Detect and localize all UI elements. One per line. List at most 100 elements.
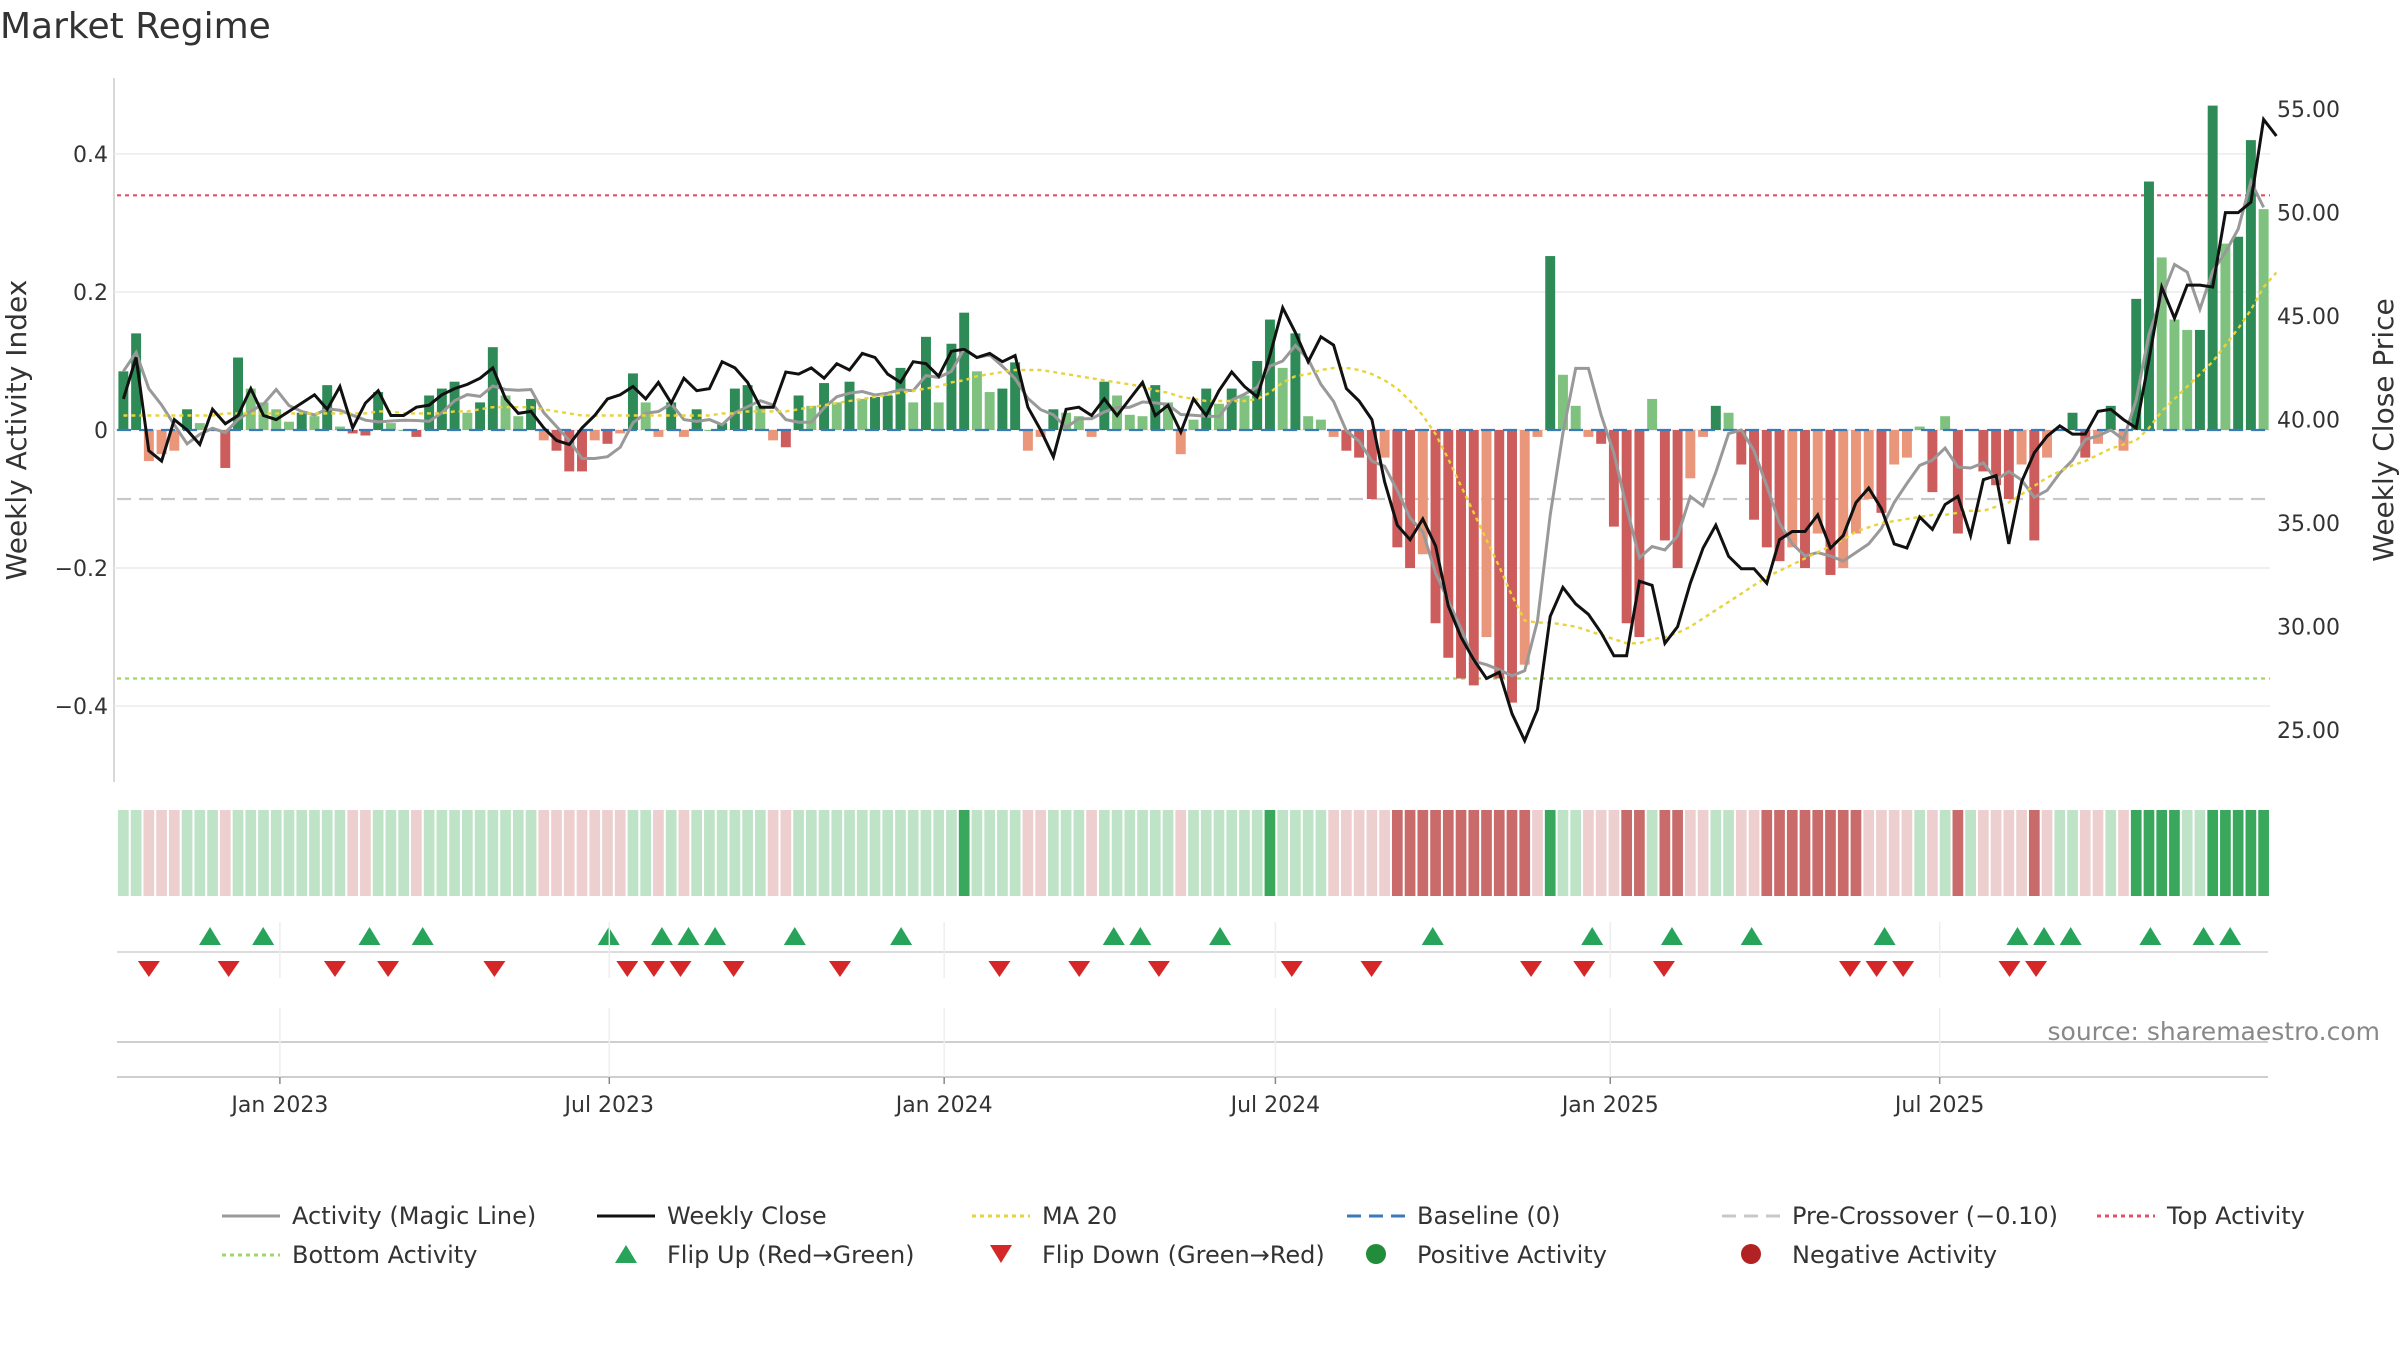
- regime-cell: [1366, 810, 1378, 896]
- regime-cell: [334, 810, 346, 896]
- regime-cell: [1799, 810, 1811, 896]
- flip-down-marker: [1652, 961, 1675, 977]
- x-tick-label: Jul 2025: [1893, 1093, 1985, 1118]
- regime-cell: [461, 810, 473, 896]
- activity-bar: [780, 430, 791, 448]
- flip-down-marker: [217, 961, 240, 977]
- regime-cell: [2220, 810, 2231, 896]
- flip-down-marker: [1280, 961, 1303, 977]
- activity-bar: [2194, 329, 2205, 430]
- flip-down-marker: [1147, 961, 1170, 977]
- legend-label: Top Activity: [2166, 1202, 2305, 1230]
- activity-bar: [385, 423, 396, 430]
- regime-cell: [1302, 810, 1314, 896]
- activity-bar: [1341, 430, 1352, 451]
- regime-cell: [1583, 810, 1594, 896]
- regime-cell: [1850, 810, 1862, 896]
- flip-up-marker: [1660, 927, 1683, 945]
- regime-cell: [691, 810, 703, 896]
- activity-bar: [959, 312, 970, 430]
- regime-cell: [1608, 810, 1620, 896]
- regime-cell: [2232, 810, 2244, 896]
- regime-cell: [2054, 810, 2066, 896]
- regime-cell: [1863, 810, 1875, 896]
- regime-cell: [1200, 810, 1212, 896]
- activity-bar: [1596, 430, 1607, 444]
- activity-bar: [2131, 298, 2142, 430]
- weekly-close-line: [121, 115, 2278, 745]
- activity-bar: [1022, 430, 1033, 451]
- activity-bar: [1838, 430, 1849, 569]
- regime-cell: [1404, 810, 1416, 896]
- flip-up-marker: [1581, 927, 1604, 945]
- flip-up-marker: [2006, 927, 2029, 945]
- regime-cell: [2169, 810, 2180, 896]
- activity-bar: [449, 381, 460, 430]
- activity-bar: [1774, 430, 1785, 562]
- regime-cell: [1595, 810, 1607, 896]
- regime-cell: [181, 810, 193, 896]
- regime-cell: [729, 810, 741, 896]
- regime-cell: [1621, 810, 1632, 896]
- regime-cell: [1086, 810, 1097, 896]
- activity-bar: [908, 402, 919, 430]
- activity-bar: [997, 388, 1008, 430]
- regime-cell: [1213, 810, 1225, 896]
- activity-bar: [1583, 430, 1594, 437]
- y-right-tick-label: 35.00: [2277, 512, 2340, 537]
- activity-bar: [627, 373, 638, 430]
- regime-cell: [1978, 810, 1989, 896]
- regime-cell: [997, 810, 1008, 896]
- regime-cell: [1659, 810, 1671, 896]
- legend-swatch: [1741, 1244, 1761, 1264]
- activity-bar: [233, 357, 243, 430]
- regime-cell: [1761, 810, 1773, 896]
- activity-bar: [602, 430, 613, 444]
- activity-bar: [1328, 430, 1339, 437]
- legend-label: Weekly Close: [667, 1202, 827, 1230]
- activity-bar: [1188, 419, 1199, 430]
- flip-up-marker: [2033, 927, 2056, 945]
- regime-cell: [2105, 810, 2117, 896]
- regime-cell: [716, 810, 728, 896]
- regime-cell: [1251, 810, 1263, 896]
- activity-bar: [1061, 412, 1072, 430]
- regime-cell: [1455, 810, 1467, 896]
- regime-cell: [283, 810, 295, 896]
- activity-bar: [984, 392, 995, 430]
- regime-cell: [321, 810, 333, 896]
- activity-bar: [1456, 430, 1467, 679]
- flip-down-marker: [1865, 961, 1888, 977]
- regime-cell: [793, 810, 804, 896]
- regime-cell: [563, 810, 575, 896]
- activity-bar: [2207, 105, 2218, 430]
- regime-cell: [1532, 810, 1543, 896]
- regime-cell: [194, 810, 206, 896]
- regime-cell: [946, 810, 957, 896]
- flip-down-marker: [2025, 961, 2048, 977]
- regime-cell: [2245, 810, 2257, 896]
- regime-cell: [2156, 810, 2168, 896]
- flip-down-marker: [1998, 961, 2021, 977]
- flip-down-marker: [1892, 961, 1915, 977]
- regime-cell: [2130, 810, 2142, 896]
- activity-bar: [169, 430, 180, 451]
- regime-cell: [1391, 810, 1403, 896]
- activity-bar: [666, 402, 677, 430]
- legend-label: Positive Activity: [1417, 1241, 1607, 1269]
- y-right-tick-label: 45.00: [2277, 305, 2340, 330]
- activity-bar: [564, 430, 575, 472]
- activity-bar: [1073, 416, 1084, 430]
- regime-cell: [1137, 810, 1148, 896]
- activity-bar: [309, 416, 320, 430]
- activity-bar: [755, 405, 766, 430]
- flip-up-marker: [2059, 927, 2082, 945]
- regime-cell: [487, 810, 499, 896]
- activity-bar: [245, 388, 256, 430]
- regime-band: [118, 810, 2269, 896]
- regime-cell: [1519, 810, 1531, 896]
- activity-bar: [1417, 430, 1428, 555]
- x-tick-label: Jan 2023: [229, 1093, 328, 1118]
- regime-cell: [1417, 810, 1429, 896]
- y-axis-left-label: Weekly Activity Index: [0, 280, 33, 581]
